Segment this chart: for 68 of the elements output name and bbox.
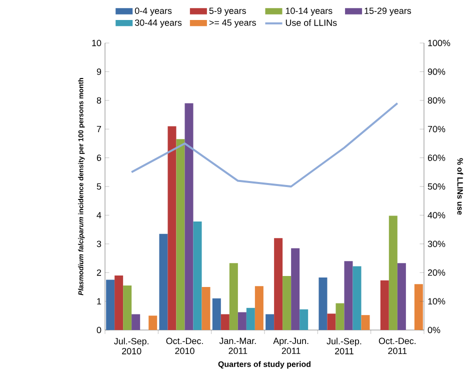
y2-tick-label: 90% [428,68,446,75]
x-tick-label: Jul.-Sep. 2010 [114,338,148,354]
bar [168,126,176,330]
y2-tick-label: 0% [428,326,440,334]
legend-label: >= 45 years [209,20,256,28]
y2-tick-label: 100% [428,40,450,46]
bar [123,286,132,330]
bar [380,280,389,330]
bar [274,238,283,330]
bar [352,266,362,330]
bar [344,261,353,330]
x-tick-label: Jan.-Mar. 2011 [219,338,256,354]
bar [361,315,370,330]
y-tick-label: 2 [96,269,102,276]
bar [300,309,308,330]
bar [176,139,185,330]
bar [193,222,202,330]
bar [229,263,238,330]
legend-label: Use of LLINs [286,19,337,26]
bar [291,248,300,330]
x-tick-label: Oct.-Dec. 2011 [378,338,416,354]
bar [318,277,328,330]
y2-tick-label: 70% [428,126,446,132]
bar [397,263,406,330]
bar [220,314,230,330]
bar [388,216,398,330]
y2-tick-label: 60% [428,154,446,161]
y-tick-label: 1 [97,298,102,304]
y-tick-label: 10 [92,40,102,46]
legend-label: 15-29 years [364,8,412,16]
y-tick-label: 0 [96,326,102,334]
legend-label: 0-4 years [134,8,172,16]
bar [184,103,194,330]
y2-tick-label: 10% [428,298,446,304]
bar [212,298,221,330]
bar [202,286,210,330]
bar [148,316,158,330]
bar [336,303,344,330]
bar [159,234,168,330]
y-tick-label: 7 [96,126,102,132]
bar [106,280,115,330]
bar [266,314,274,330]
bar [414,284,423,330]
bar [114,275,124,330]
bar [246,308,255,330]
y-tick-label: 6 [96,154,102,161]
y-tick-label: 9 [96,68,102,75]
y2-tick-label: 20% [428,269,446,276]
bar [327,314,336,330]
bar [132,314,140,330]
legend-label: 30-44 years [134,19,182,28]
legend-label: 10-14 years [286,8,332,16]
y2-tick-label: 30% [428,240,446,248]
y-tick-label: 8 [96,97,102,104]
y2-tick-label: 80% [428,97,446,104]
x-tick-label: Jul.-Sep. 2011 [326,338,362,354]
legend-label: 5-9 years [209,8,246,16]
bar [254,286,264,330]
y-tick-label: 5 [96,183,102,190]
bar [238,312,246,330]
x-tick-label: Apr.-Jun. 2011 [273,338,308,354]
x-tick-label: Oct.-Dec. 2010 [166,338,203,354]
y-tick-label: 4 [96,212,102,218]
y-tick-label: 3 [96,240,102,248]
y2-tick-label: 40% [428,212,446,218]
line-series [130,102,398,188]
y2-tick-label: 50% [428,183,446,190]
bar [282,276,292,330]
